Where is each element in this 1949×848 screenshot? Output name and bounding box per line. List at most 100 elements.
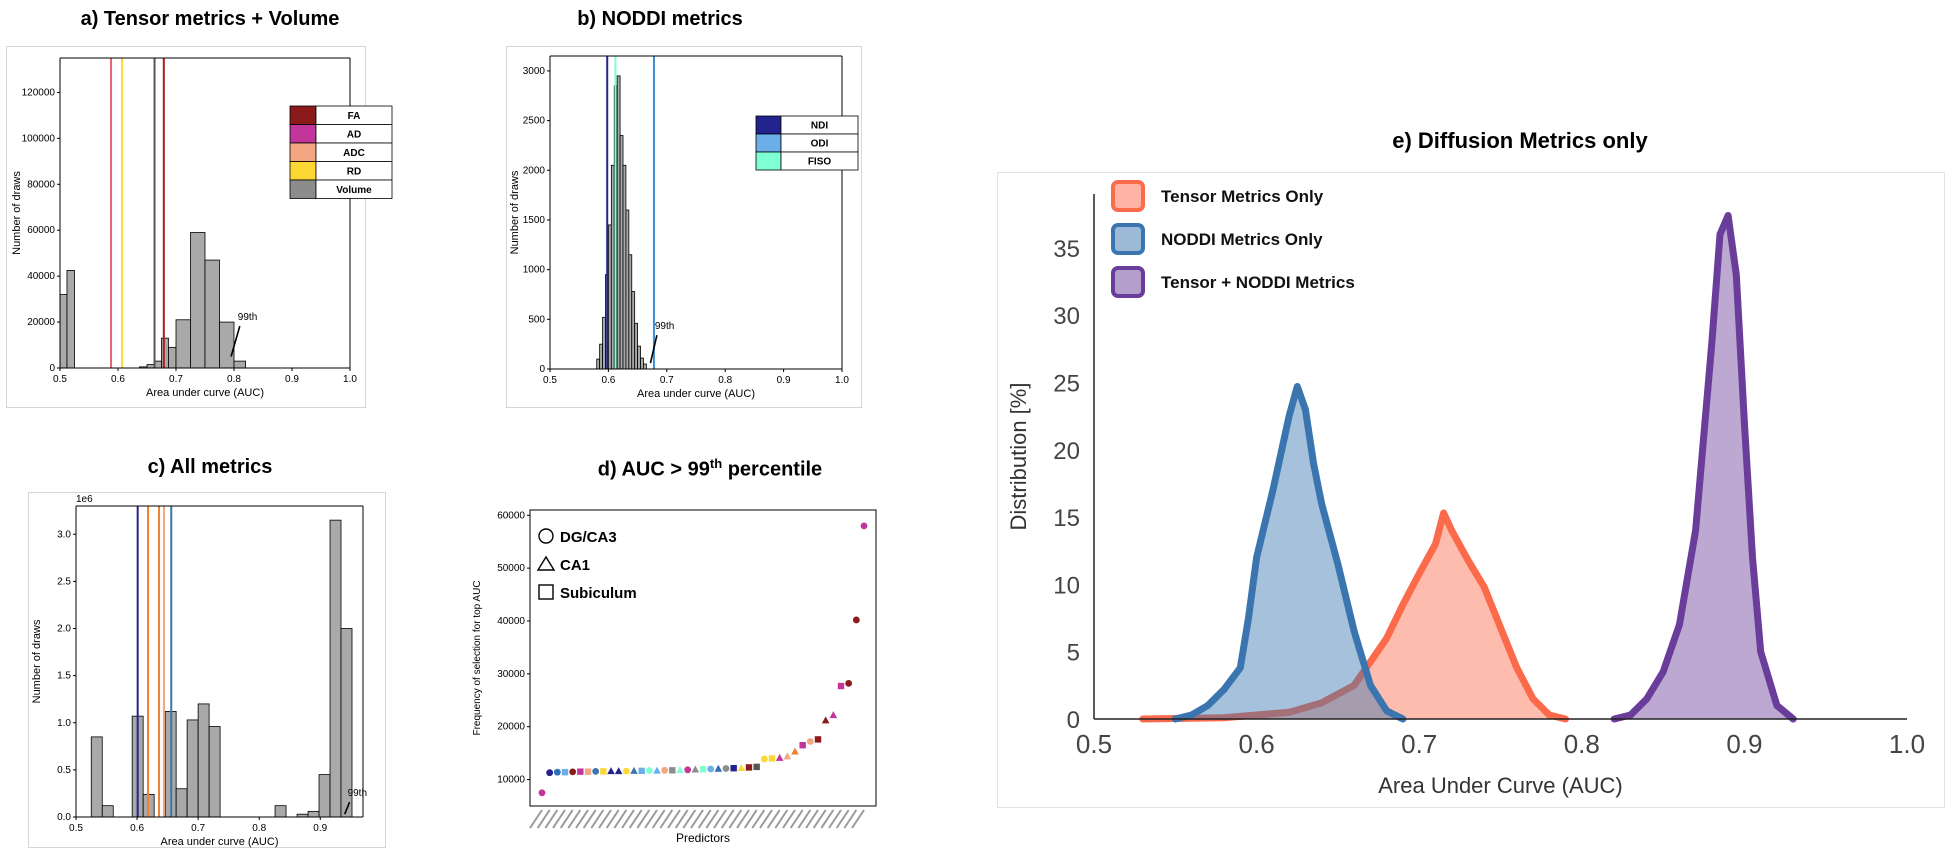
legend-label: NODDI Metrics Only [1161,230,1323,249]
point-dg-ca3 [707,765,715,773]
histogram-bar [146,364,155,369]
predictor-tick-label-placeholder [789,809,804,829]
y-tick-label: 30 [1053,303,1080,330]
x-tick-label: 0.8 [718,375,732,386]
x-tick-label: 0.9 [1726,729,1762,759]
histogram-bar [233,360,246,369]
panel-d-title: d) AUC > 99th percentile [540,456,880,482]
predictor-tick-label-placeholder [843,809,858,829]
histogram-bar [640,357,644,370]
y-tick-label: 80000 [27,179,55,190]
predictor-tick-label-placeholder [536,809,551,829]
legend-label: Volume [336,185,372,196]
predictor-tick-label-placeholder [582,809,597,829]
predictor-tick-label-placeholder [805,809,819,829]
predictor-tick-label-placeholder [667,809,681,829]
predictor-tick-label-placeholder [782,809,796,829]
x-tick-label: 0.5 [543,375,557,386]
legend-swatch [755,151,782,171]
y-tick-label: 100000 [22,133,56,144]
histogram-bar [190,232,206,369]
histogram-bar [602,316,606,370]
legend-label: AD [347,129,361,140]
x-tick-label: 0.6 [1239,729,1275,759]
y-tick-label: 15 [1053,505,1080,532]
histogram-bar [66,270,75,369]
predictor-tick-label-placeholder [720,809,735,829]
point-dg-ca3 [553,768,561,776]
predictor-tick-label-placeholder [598,809,612,829]
legend-swatch [755,133,782,153]
point-ca1 [653,766,661,774]
distribution-area [1175,386,1403,719]
legend-swatch [289,105,317,125]
legend-label: ODI [811,139,829,150]
y-tick-label: 10000 [497,775,525,786]
predictor-tick-label-placeholder [743,809,758,829]
y-tick-label: 1.0 [57,718,71,729]
predictor-tick-label-placeholder [759,809,773,829]
histogram-bar [204,259,220,369]
point-ca1 [737,763,746,771]
y-tick-label: 30000 [497,669,525,680]
point-ca1 [783,752,792,760]
predictor-tick-label-placeholder [797,809,812,829]
x-tick-label: 0.5 [53,374,67,385]
x-tick-label: 0.6 [601,375,615,386]
y-tick-label: 40000 [497,616,525,627]
y-tick-label: 40000 [27,271,55,282]
histogram-bar [596,358,601,370]
predictor-tick-label-placeholder [705,809,720,829]
y-axis-label: Distribution [%] [1006,383,1031,531]
legend-label: FISO [808,157,832,168]
y-tick-label: 0.0 [57,812,71,823]
y-tick-label: 3000 [523,66,546,77]
legend-label: NDI [811,121,828,132]
point-ca1 [676,766,684,774]
legend-label: ADC [343,148,365,159]
point-subiculum [577,768,584,775]
histogram-bar [616,75,621,370]
histogram-bar [329,519,342,818]
chart-d-percentile-scatter: 10000 20000 30000 40000 50000 60000 Frequency … [466,500,886,848]
y-tick-label: 120000 [22,87,56,98]
histogram-bar [101,805,114,818]
legend-swatch [289,161,317,181]
panel-d-title-main: d) AUC > 99 [597,458,710,481]
predictor-tick-label-placeholder [636,809,651,829]
point-subiculum [753,763,760,771]
y-tick-label: 20000 [27,317,55,328]
x-tick-label: 0.5 [1076,729,1112,759]
distribution-line [1139,509,1569,723]
x-axis-label: Predictors [676,831,730,845]
histogram-bar [59,294,68,369]
point-subiculum [561,768,569,776]
x-axis-label: Area under curve (AUC) [161,836,279,848]
y-axis-label: Number of draws [509,170,521,254]
chart-b-noddi-histogram: 0.5 0.6 0.7 0.8 0.9 1.0 0 500 1000 1500 2000 2500 30… [506,46,862,408]
y-tick-label: 10 [1053,572,1080,599]
histogram-bar [219,321,235,369]
distribution-area [1142,513,1566,719]
histogram-bar [625,209,630,370]
predictor-tick-label-placeholder [613,809,628,829]
chart-d-svg: 10000 20000 30000 40000 50000 60000 Frequency … [472,509,877,845]
histogram-bar [631,291,636,370]
histogram-bar [610,164,615,370]
x-tick-label: 1.0 [835,375,849,386]
y-tick-label: 25 [1053,370,1080,397]
x-tick-label: 1.0 [1889,729,1925,759]
legend-circle-icon [538,528,554,544]
histogram-bar [622,164,627,370]
point-subiculum [745,764,753,771]
y-tick-label: 35 [1053,236,1080,263]
chart-frame [506,46,862,408]
annotation-label: 99th [348,788,367,799]
point-dg-ca3 [684,766,692,774]
y-axis-label: Number of draws [31,619,43,703]
x-tick-label: 0.9 [313,823,327,834]
histogram-bar [161,337,169,369]
y-tick-label: 1000 [523,265,546,276]
point-ca1 [614,767,623,775]
x-tick-label: 1.0 [343,374,357,385]
